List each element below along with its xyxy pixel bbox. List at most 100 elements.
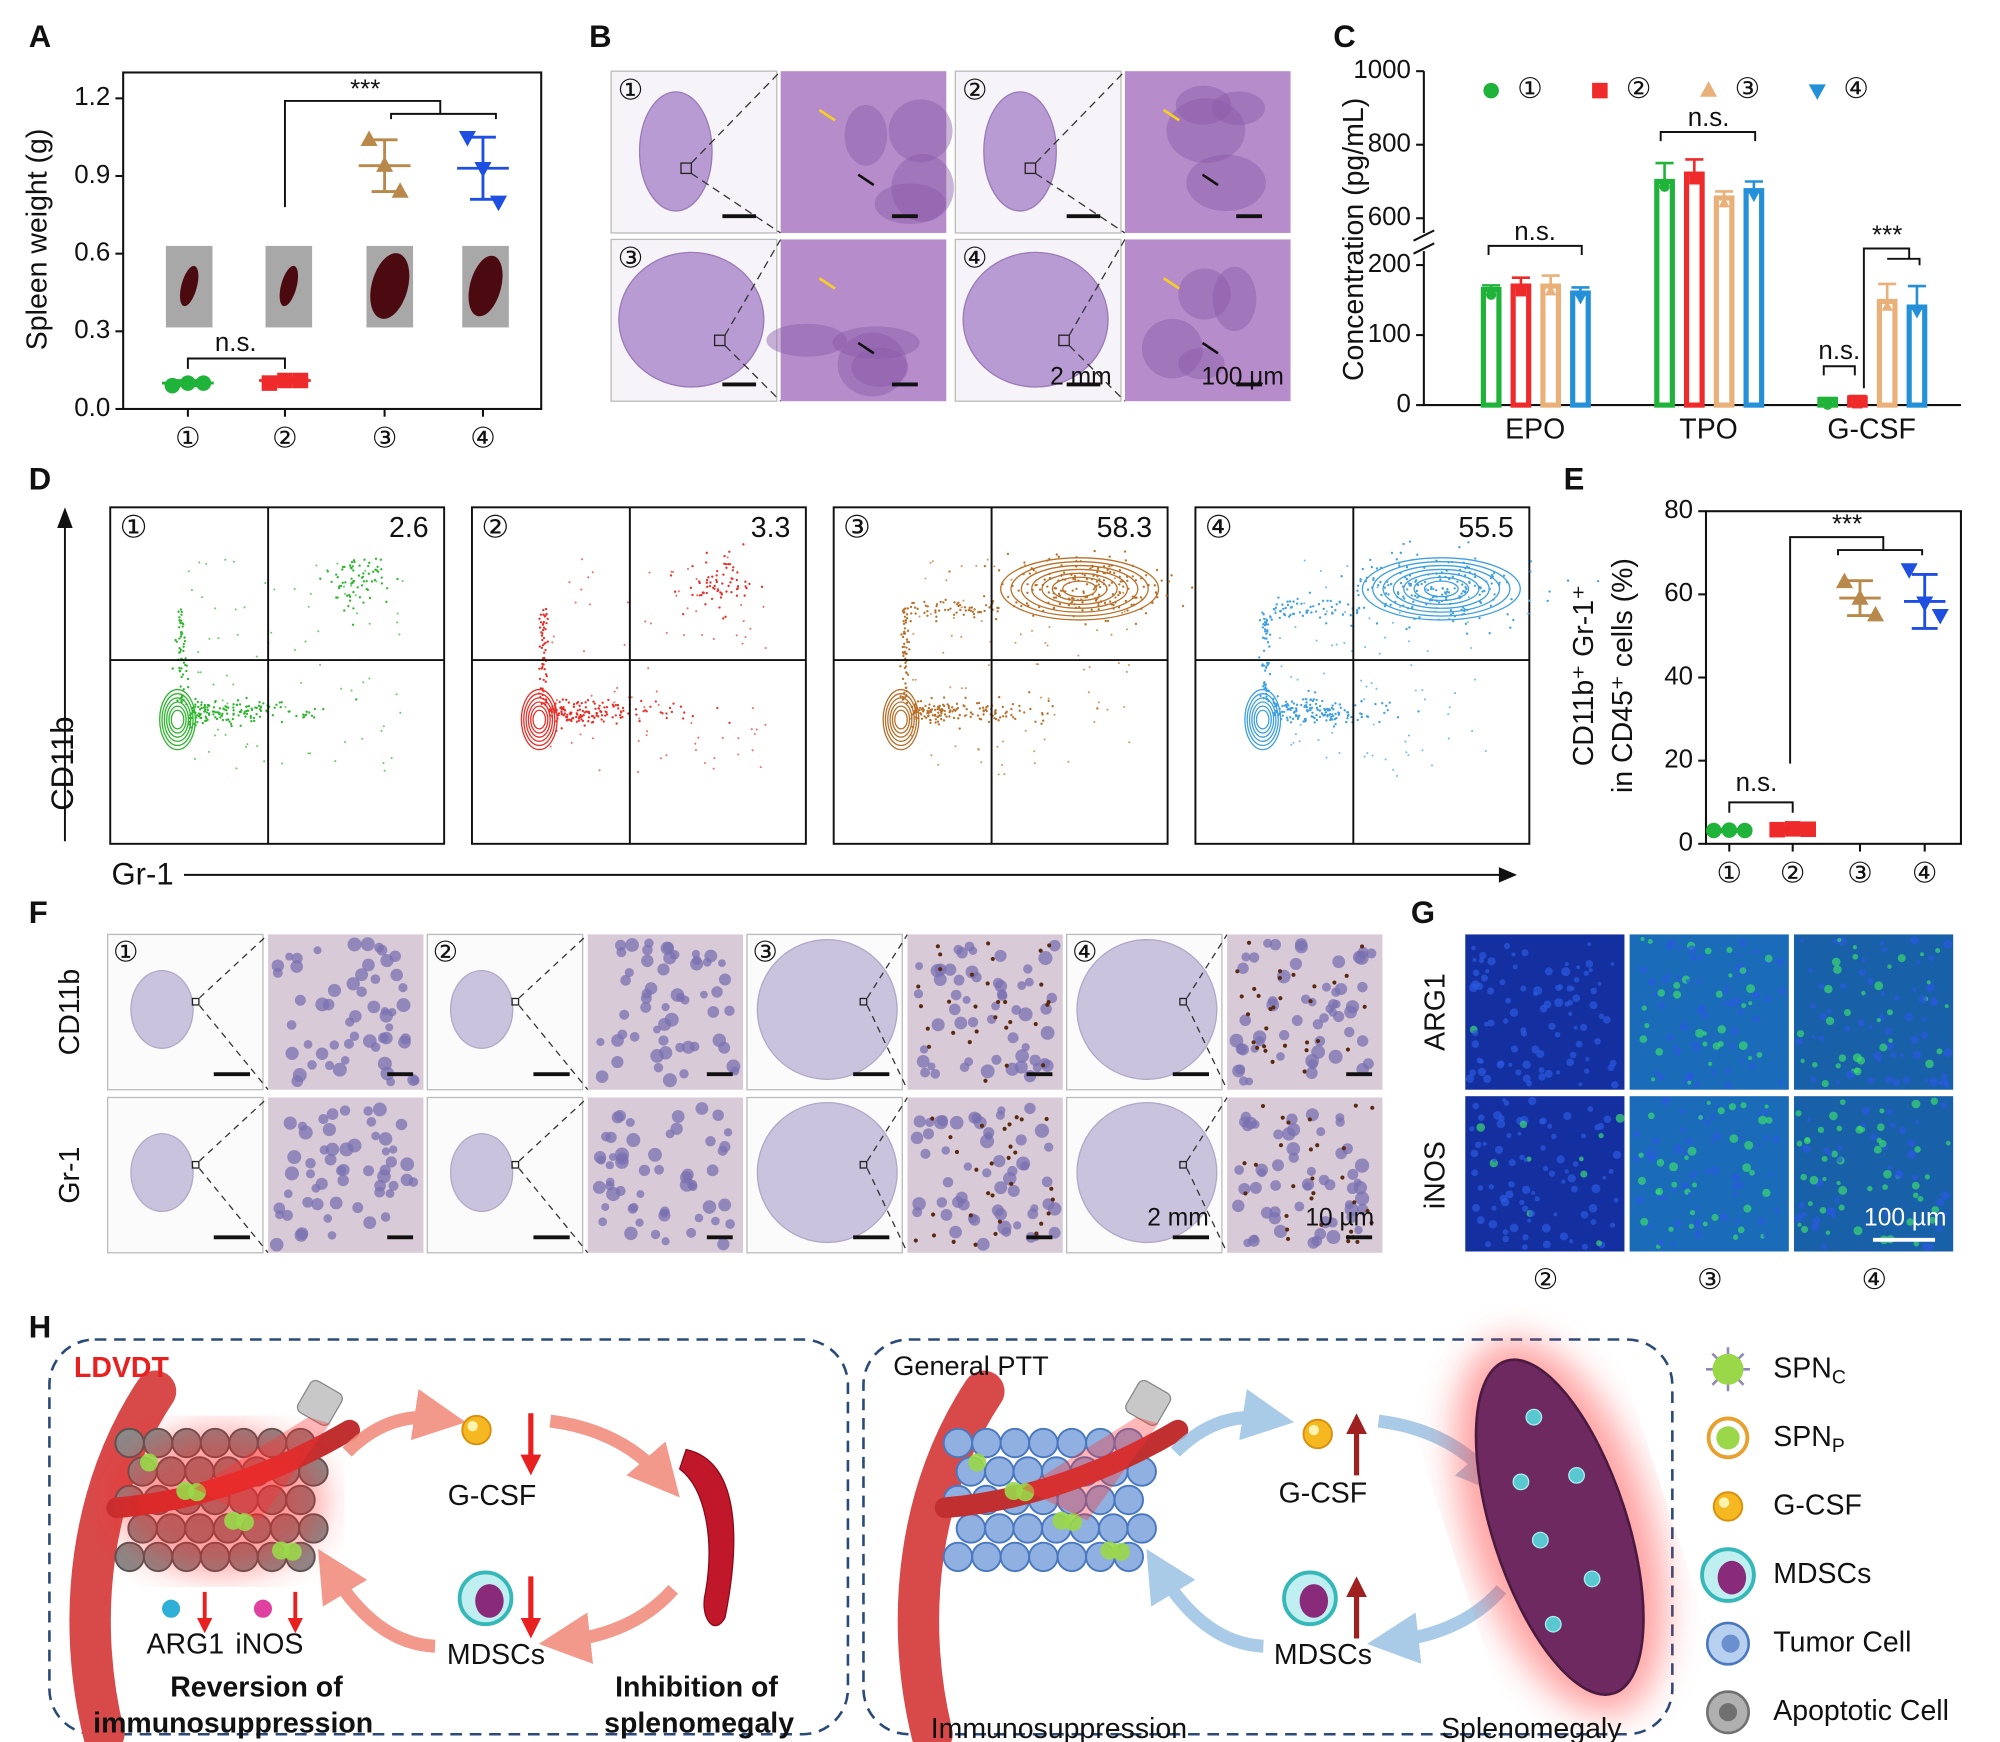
if-dot: [1564, 1169, 1569, 1174]
event-dot: [1124, 559, 1128, 562]
event-dot: [1114, 596, 1117, 599]
nucleus: [968, 1111, 981, 1124]
event-dot: [744, 580, 747, 583]
event-dot: [1490, 582, 1493, 585]
nucleus: [1356, 1035, 1369, 1047]
event-dot: [1265, 632, 1268, 635]
event-dot: [293, 649, 296, 652]
if-dot: [1694, 1081, 1700, 1087]
event-dot: [1397, 592, 1400, 596]
event-dot: [1106, 619, 1110, 623]
event-dot: [1028, 572, 1031, 575]
spleen: [279, 265, 299, 307]
stain-dot: [1239, 994, 1244, 999]
if-dot: [1795, 1110, 1802, 1117]
stain-dot: [1355, 1239, 1360, 1244]
event-dot: [1402, 542, 1405, 546]
event-dot: [1047, 699, 1050, 703]
event-dot: [1325, 756, 1328, 759]
legend-label: G-CSF: [1773, 1489, 1862, 1521]
if-dot: [1732, 1192, 1739, 1198]
event-dot: [207, 750, 211, 753]
if-dot: [1607, 1064, 1615, 1072]
stain-dot: [1253, 1162, 1258, 1167]
stain-dot: [1359, 944, 1365, 949]
event-dot: [730, 577, 733, 580]
event-dot: [1451, 575, 1455, 578]
event-dot: [544, 628, 547, 631]
event-dot: [1301, 614, 1305, 617]
nanoparticle: [1052, 1511, 1071, 1530]
event-dot: [385, 600, 388, 603]
vessel: [934, 1419, 1189, 1519]
event-dot: [908, 648, 911, 651]
event-dot: [230, 724, 233, 728]
event-dot: [1033, 762, 1036, 765]
event-dot: [728, 563, 732, 566]
event-dot: [180, 610, 183, 614]
event-dot: [705, 591, 708, 595]
event-dot: [1309, 708, 1312, 712]
stain-dot: [1009, 1181, 1014, 1186]
bar: [1540, 283, 1562, 408]
event-dot: [1405, 566, 1409, 569]
nucleus: [1007, 1184, 1020, 1197]
event-dot: [1356, 608, 1359, 612]
bar-point: [1852, 398, 1863, 409]
nucleus: [1020, 1161, 1030, 1171]
event-dot: [672, 570, 675, 573]
event-dot: [377, 570, 380, 573]
event-dot: [219, 716, 222, 719]
event-dot: [1426, 650, 1429, 653]
event-dot: [1010, 578, 1013, 581]
event-dot: [307, 752, 310, 755]
zoom-lines: [690, 70, 782, 234]
event-dot: [949, 709, 952, 712]
event-dot: [304, 640, 307, 643]
event-dot: [1502, 574, 1506, 577]
nucleus: [347, 1138, 362, 1153]
zoom-box: [1024, 162, 1037, 175]
if-dot: [1542, 1240, 1551, 1249]
event-dot: [935, 603, 939, 606]
legend-label: Apoptotic Cell: [1773, 1695, 1949, 1727]
event-dot: [198, 708, 202, 711]
event-dot: [582, 650, 586, 653]
event-dot: [235, 703, 239, 707]
if-dot: [1810, 1003, 1816, 1009]
event-dot: [1326, 599, 1329, 602]
event-dot: [1340, 575, 1343, 578]
if-dot: [1715, 990, 1723, 998]
event-dot: [542, 626, 546, 629]
event-dot: [642, 710, 645, 713]
legend-text: SPN: [1773, 1420, 1832, 1452]
if-dot: [1594, 1038, 1601, 1045]
nucleus: [994, 1181, 1008, 1195]
stain-dot: [1282, 1043, 1288, 1048]
if-dot: [1757, 1142, 1762, 1148]
event-dot: [670, 570, 673, 573]
stain-dot: [1004, 1025, 1009, 1030]
if-dot: [1640, 1217, 1649, 1226]
event-dot: [1453, 587, 1456, 590]
event-dot: [1290, 700, 1294, 703]
event-dot: [705, 561, 708, 564]
event-dot: [901, 609, 905, 612]
event-dot: [637, 739, 640, 743]
nucleus: [711, 986, 723, 998]
event-dot: [1084, 623, 1087, 626]
event-dot: [1296, 678, 1299, 681]
gcsf-shine: [1308, 1424, 1320, 1436]
bar: [1906, 304, 1928, 408]
event-dot: [1378, 652, 1381, 655]
tissue-blotch: [1141, 318, 1203, 379]
axis-break: [1413, 229, 1435, 255]
event-dot: [362, 681, 365, 684]
bar-point: [1485, 289, 1497, 300]
nucleus: [269, 1237, 284, 1252]
nucleus: [1353, 1181, 1368, 1195]
if-dot: [1509, 1223, 1519, 1233]
event-dot: [941, 708, 944, 712]
event-dot: [1268, 633, 1272, 636]
event-dot: [906, 673, 910, 676]
